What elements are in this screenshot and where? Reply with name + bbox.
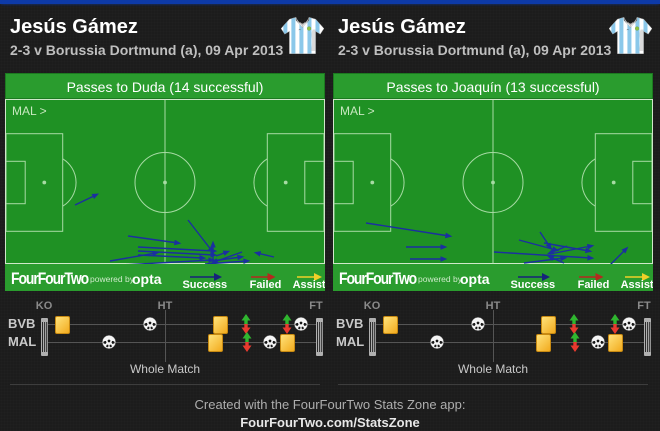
svg-text:Success: Success	[510, 279, 555, 291]
svg-text:Assist: Assist	[293, 279, 325, 291]
svg-text:Failed: Failed	[578, 279, 610, 291]
svg-text:Failed: Failed	[250, 279, 282, 291]
svg-text:Assist: Assist	[621, 279, 653, 291]
svg-text:Success: Success	[182, 279, 227, 291]
